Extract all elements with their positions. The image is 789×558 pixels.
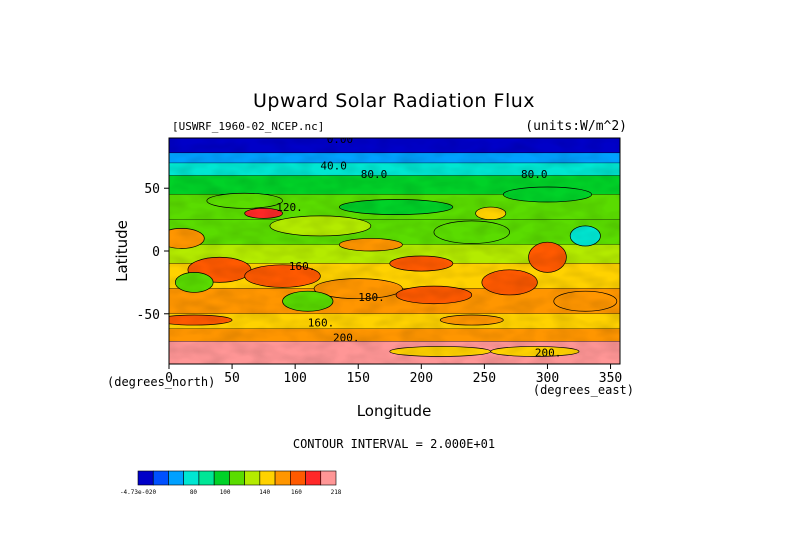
plot-area: 0.00 40.0 80.0 80.0 120. 160. 180. 160. 200. 200. [169,133,620,364]
colorbar-swatch [290,470,306,486]
dataset-label: [USWRF_1960-02_NCEP.nc] [172,120,324,133]
contour-label: 200. [535,346,562,359]
colorbar-labels: -4.73e-020 80 100 140 160 218 [120,489,342,496]
colorbar-swatch [152,470,169,486]
x-tick-label: 50 [224,371,240,386]
contour-label: 160. [289,260,316,273]
contour-label: 160. [308,316,335,329]
colorbar-tick-label: 160 [291,489,302,496]
x-axis-label: Longitude [357,402,432,420]
colorbar-swatch [244,470,261,486]
colorbar [137,470,337,486]
x-tick-label: 300 [536,371,559,386]
colorbar-swatch [259,470,276,486]
colorbar-swatch [305,470,322,486]
colorbar-swatch [168,470,184,486]
contour-label: 40.0 [320,159,347,172]
colorbar-swatch [229,470,245,486]
x-tick-label: 250 [473,371,496,386]
x-tick-label: 350 [599,371,622,386]
x-unit-label: (degrees_east) [533,383,634,397]
colorbar-tick-label: 80 [190,489,198,496]
units-label: (units:W/m^2) [525,119,627,134]
colorbar-tick-label: 140 [259,489,270,496]
colorbar-tick-label: -4.73e-020 [120,489,157,496]
contour-label: 180. [358,291,385,304]
colorbar-swatch [320,470,337,486]
colorbar-swatch [274,470,291,486]
x-tick-label: 150 [346,371,369,386]
colorbar-swatch [213,470,230,486]
colorbar-swatch [198,470,215,486]
y-unit-label: (degrees_north) [107,375,215,389]
contour-label: 80.0 [521,168,548,181]
colorbar-tick-label: 100 [220,489,231,496]
x-tick-label: 0 [165,371,173,386]
contour-label: 80.0 [361,168,388,181]
x-tick-label: 100 [283,371,306,386]
y-tick-label: -50 [137,308,160,323]
y-tick-label: 50 [144,182,160,197]
contour-label: 0.00 [327,133,354,146]
contour-label: 200. [333,331,360,344]
contour-label: 120. [276,201,303,214]
y-axis-label: Latitude [113,220,131,282]
colorbar-swatch [137,470,154,486]
chart-title: Upward Solar Radiation Flux [253,90,535,112]
contour-interval-label: CONTOUR INTERVAL = 2.000E+01 [293,437,495,451]
colorbar-swatch [183,470,200,486]
colorbar-tick-label: 218 [331,489,342,496]
x-tick-label: 200 [410,371,433,386]
y-tick-label: 0 [152,245,160,260]
